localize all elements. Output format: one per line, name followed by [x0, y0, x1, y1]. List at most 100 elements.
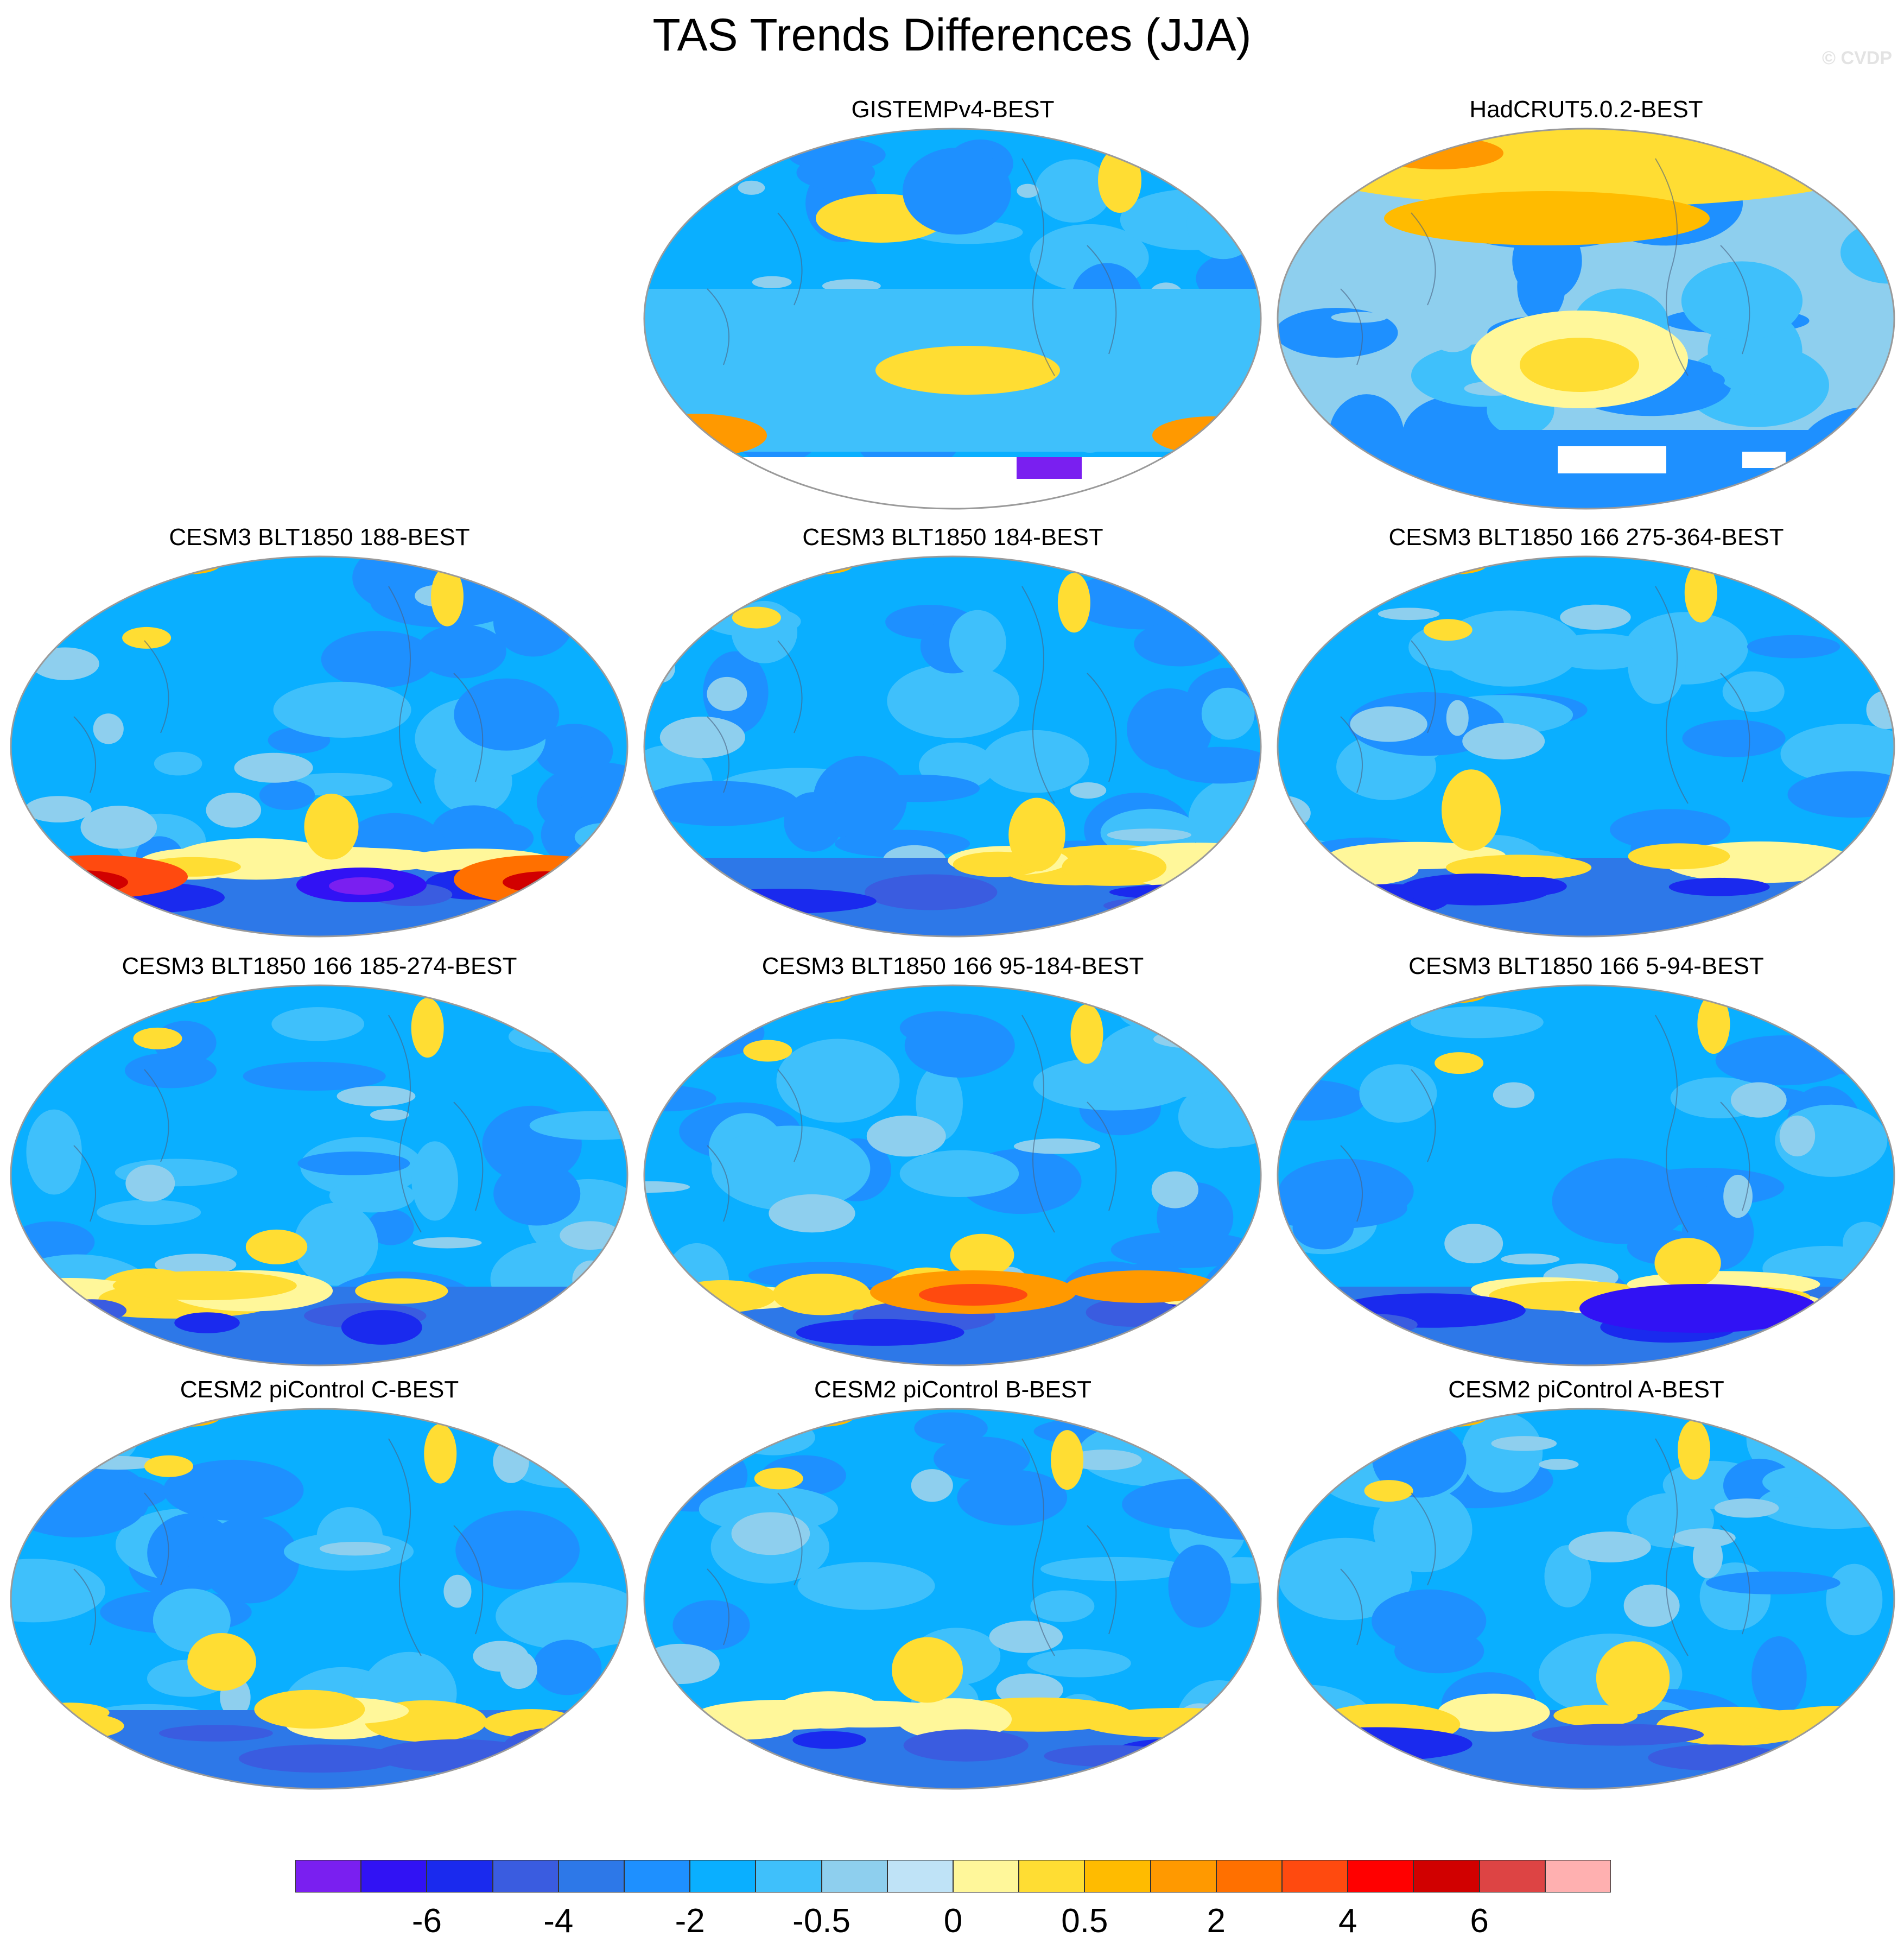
- anomaly-patch: [1372, 1589, 1487, 1653]
- anomaly-patch: [370, 1109, 409, 1121]
- anomaly-patch: [1793, 1003, 1856, 1030]
- anomaly-patch: [21, 1016, 78, 1050]
- map-outline: [1277, 128, 1895, 510]
- warm-anomaly: [1098, 148, 1141, 213]
- anomaly-patch: [411, 1141, 458, 1221]
- warm-anomaly: [155, 556, 220, 574]
- anomaly-patch: [1350, 706, 1427, 742]
- trend-map: [1277, 1408, 1895, 1790]
- map-panel-cesm3-188: CESM3 BLT1850 188-BEST: [9, 522, 630, 957]
- coastline: [73, 640, 169, 793]
- anomaly-patch: [796, 155, 875, 189]
- warm-anomaly: [1423, 619, 1473, 641]
- anomaly-patch: [1705, 1571, 1840, 1594]
- anomaly-patch: [316, 1507, 383, 1567]
- anomaly-patch: [443, 1574, 472, 1608]
- hot-anomaly: [30, 870, 128, 894]
- anomaly-patch: [259, 780, 315, 811]
- colorbar-swatch: [1216, 1860, 1282, 1893]
- anomaly-patch: [321, 631, 436, 688]
- anomaly-patch: [155, 1254, 237, 1276]
- anomaly-patch: [597, 832, 627, 895]
- anomaly-patch: [1107, 828, 1191, 841]
- map-outline: [10, 1408, 629, 1790]
- warm-anomaly: [122, 626, 172, 649]
- warm-anomaly: [254, 1689, 365, 1729]
- coastline: [1021, 1438, 1117, 1656]
- panel-title: GISTEMPv4-BEST: [851, 96, 1055, 123]
- warm-anomaly: [1422, 1409, 1487, 1427]
- warm-anomaly: [1364, 1480, 1413, 1502]
- anomaly-patch: [1769, 990, 1894, 1034]
- anomaly-patch: [672, 1600, 750, 1650]
- warm-anomaly: [1070, 1004, 1103, 1064]
- warm-anomaly: [1062, 849, 1167, 886]
- anomaly-patch: [1672, 1528, 1736, 1548]
- anomaly-patch: [529, 1111, 627, 1140]
- panel-title: CESM3 BLT1850 166 275-364-BEST: [1388, 524, 1784, 550]
- hot-anomaly: [745, 134, 810, 151]
- anomaly-patch: [496, 1582, 627, 1650]
- anomaly-patch: [154, 751, 202, 776]
- anomaly-patch: [1201, 687, 1255, 740]
- anomaly-patch: [1444, 1224, 1503, 1264]
- colorbar-swatch: [1545, 1860, 1611, 1893]
- coastline: [1021, 158, 1117, 376]
- warm-anomaly: [789, 1409, 854, 1427]
- anomaly-patch: [1682, 719, 1786, 757]
- panel-title: CESM3 BLT1850 166 185-274-BEST: [122, 953, 517, 979]
- anomaly-patch: [1826, 1564, 1883, 1636]
- anomaly-patch: [1194, 142, 1261, 192]
- anomaly-patch: [1013, 1138, 1101, 1154]
- anomaly-patch: [1462, 723, 1545, 760]
- anomaly-patch: [934, 1436, 1030, 1480]
- anomaly-patch: [644, 781, 799, 826]
- anomaly-patch: [712, 1125, 871, 1211]
- anomaly-patch: [493, 1440, 529, 1483]
- cold-anomaly: [903, 1729, 1029, 1762]
- map-panel-cesm3-166-95-184: CESM3 BLT1850 166 95-184-BEST: [642, 951, 1264, 1385]
- figure-title: TAS Trends Differences (JJA): [652, 9, 1252, 60]
- warm-anomaly: [1325, 1704, 1446, 1731]
- warm-anomaly: [1057, 573, 1090, 633]
- anomaly-patch: [644, 1181, 690, 1193]
- warm-anomaly: [1422, 985, 1487, 1003]
- coastline: [1655, 586, 1750, 804]
- warm-anomaly: [743, 1040, 792, 1062]
- trend-map: [10, 555, 629, 938]
- anomaly-patch: [487, 824, 534, 853]
- coastline: [1655, 158, 1750, 376]
- warm-anomaly: [772, 1273, 871, 1315]
- anomaly-patch: [1539, 1459, 1579, 1470]
- anomaly-patch: [1714, 1498, 1779, 1518]
- warm-anomaly: [892, 1637, 963, 1703]
- colorbar-tick-label: 6: [1470, 1902, 1489, 1940]
- colorbar-swatch: [492, 1860, 558, 1893]
- coastline: [1340, 640, 1436, 793]
- warm-anomaly: [1422, 556, 1487, 574]
- anomaly-patch: [1560, 604, 1631, 630]
- colorbar-tick-label: -2: [675, 1902, 705, 1940]
- anomaly-patch: [1166, 1443, 1261, 1473]
- trend-map: [1277, 128, 1895, 510]
- map-panel-cesm3-166-5-94: CESM3 BLT1850 166 5-94-BEST: [1275, 951, 1897, 1385]
- anomaly-patch: [1778, 573, 1894, 612]
- anomaly-patch: [560, 1221, 621, 1250]
- warm-anomaly: [144, 1455, 193, 1477]
- coastline: [388, 1015, 484, 1233]
- anomaly-patch: [206, 793, 262, 828]
- anomaly-patch: [1292, 1206, 1354, 1250]
- panel-title: HadCRUT5.0.2-BEST: [1469, 96, 1703, 123]
- coastline: [707, 1069, 803, 1222]
- cold-anomaly: [158, 1725, 273, 1742]
- anomaly-patch: [11, 1029, 53, 1063]
- map-outline: [643, 555, 1262, 938]
- anomaly-patch: [731, 1419, 815, 1455]
- anomaly-patch: [1288, 190, 1319, 221]
- anomaly-patch: [887, 663, 1020, 738]
- trend-map: [643, 1408, 1262, 1790]
- anomaly-patch: [904, 1013, 1015, 1078]
- warm-anomaly: [1442, 769, 1501, 851]
- colorbar-tick-label: 0.5: [1061, 1902, 1108, 1940]
- anomaly-patch: [1780, 724, 1894, 784]
